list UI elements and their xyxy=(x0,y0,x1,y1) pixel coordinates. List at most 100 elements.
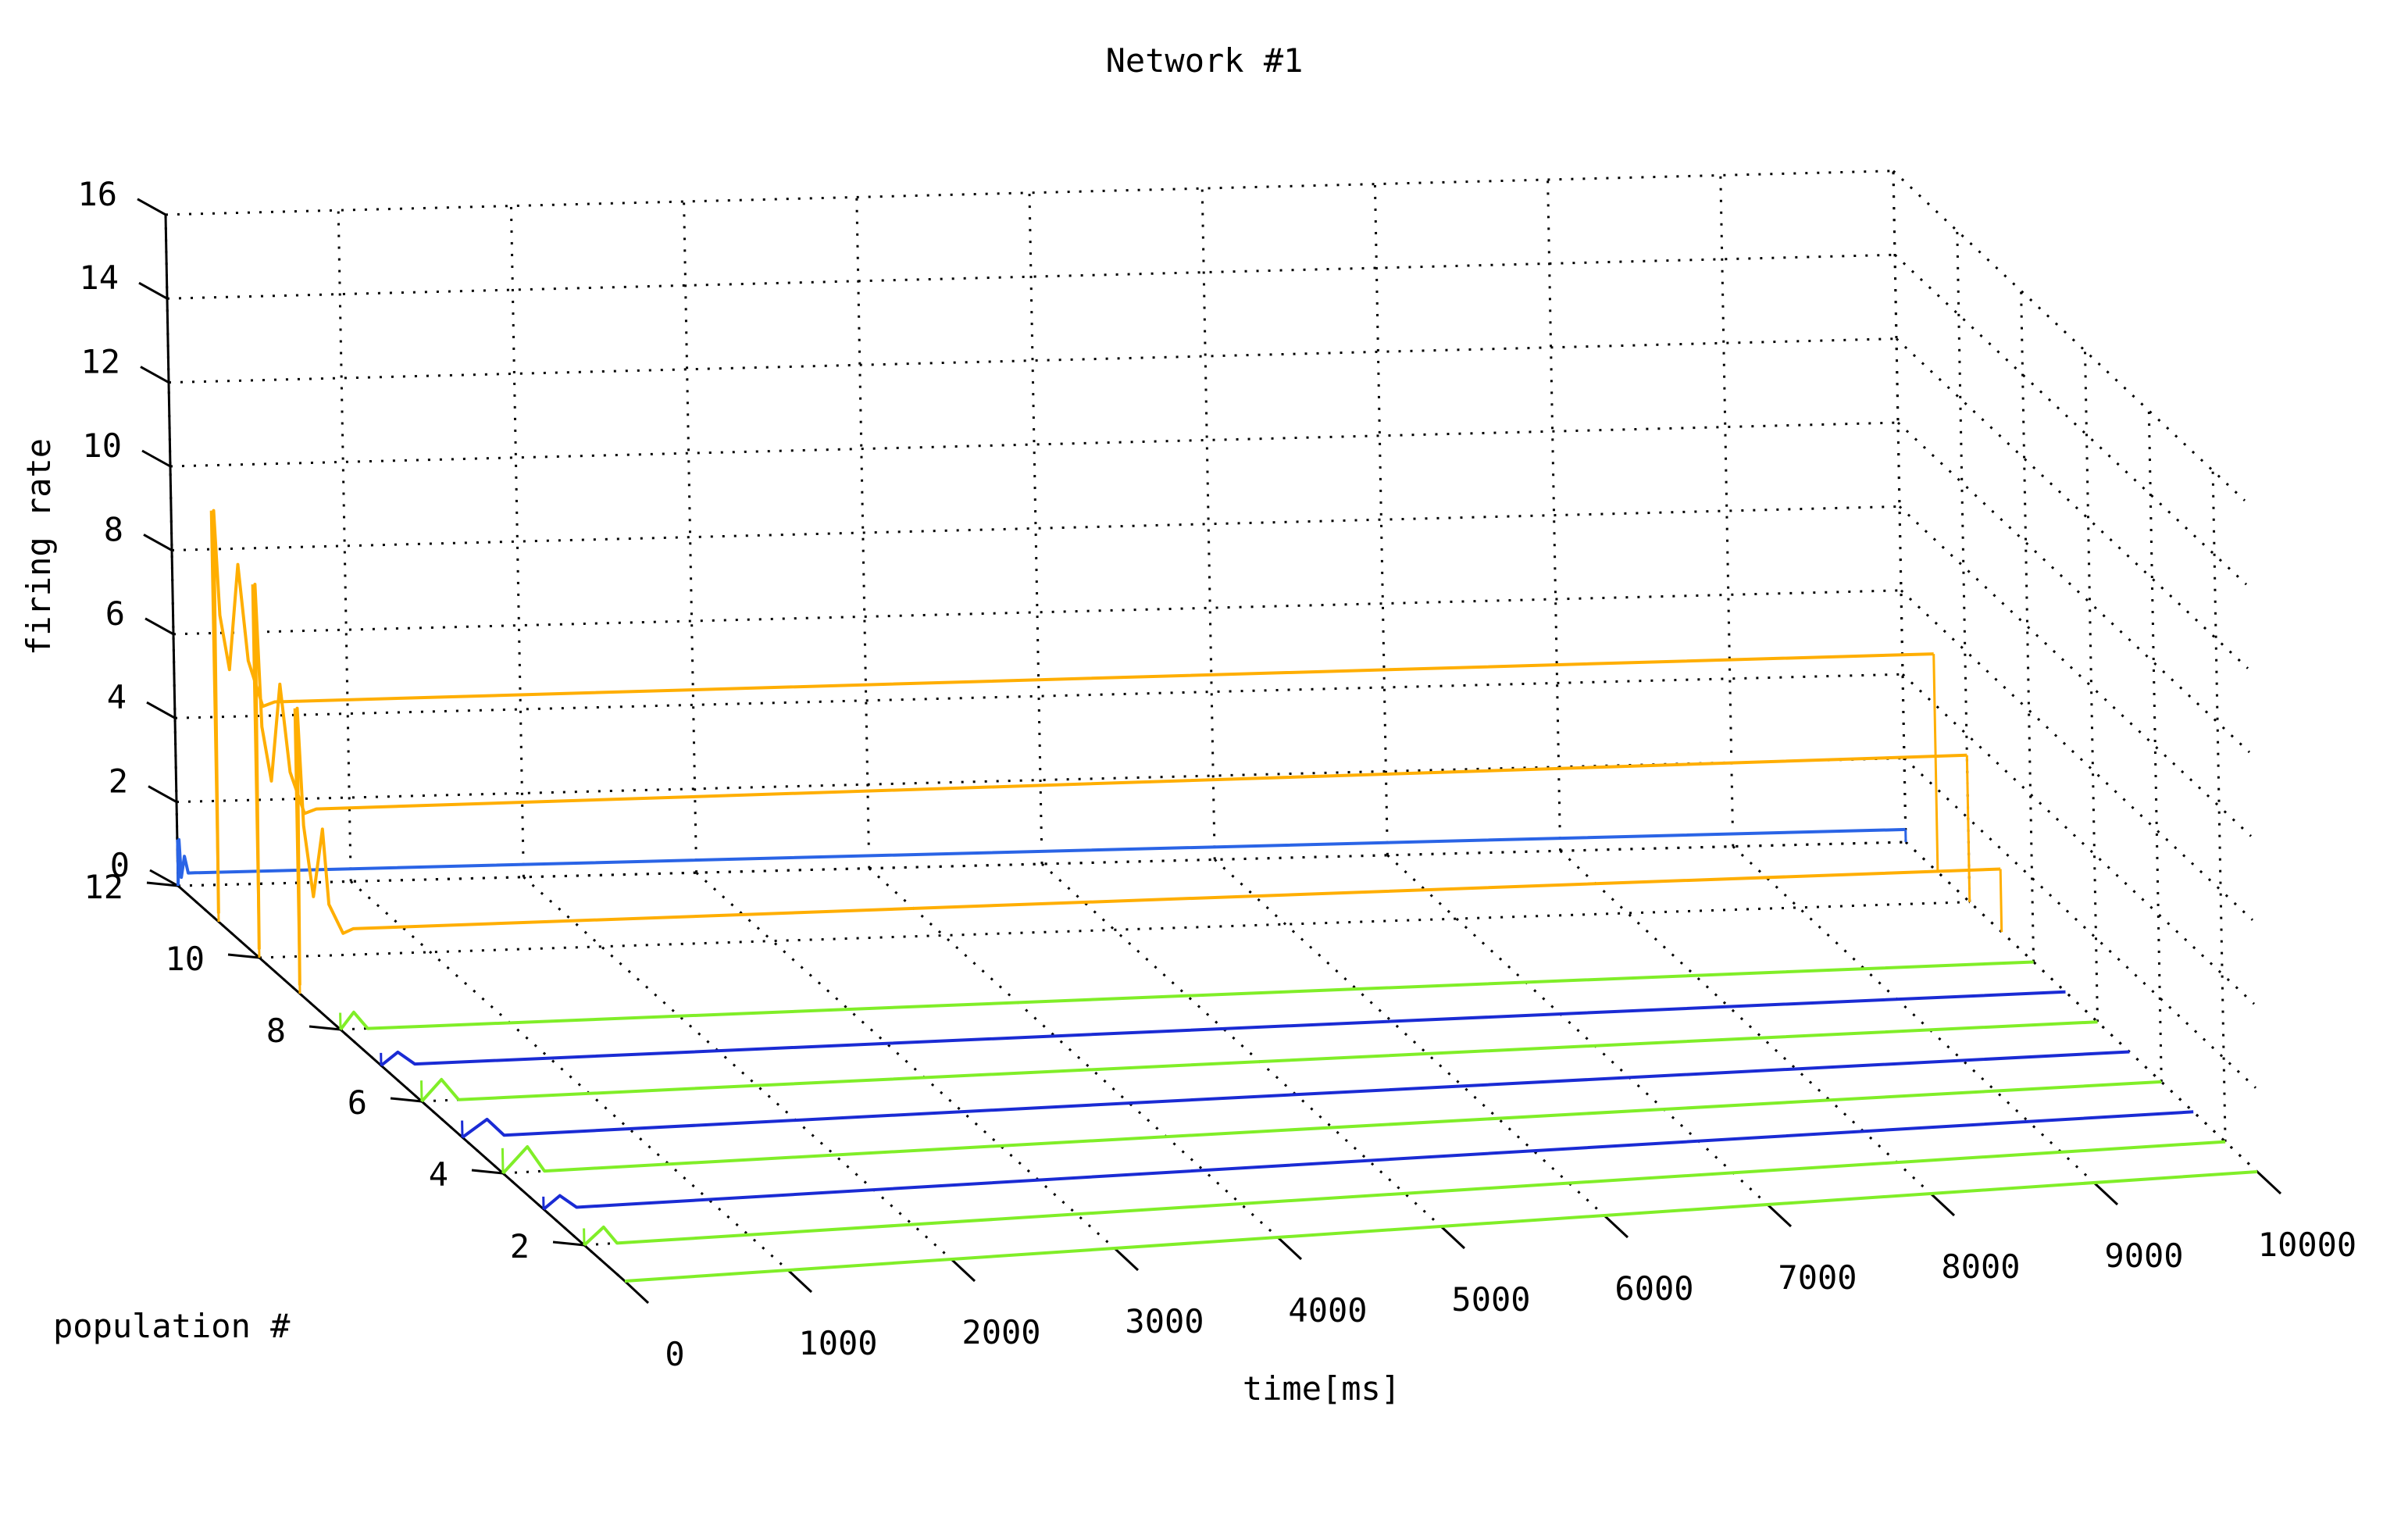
grid-line xyxy=(683,201,698,873)
grid-line xyxy=(1214,858,1606,1217)
x-tick-mark xyxy=(1603,1214,1629,1239)
series-line-pop-12 xyxy=(177,827,1906,887)
x-tick-mark xyxy=(950,1258,976,1283)
x-tick-label: 5000 xyxy=(1451,1280,1530,1319)
series-start-edge xyxy=(251,584,261,958)
grid-line xyxy=(1040,862,1443,1228)
x-tick-label: 7000 xyxy=(1778,1258,1857,1297)
grid-line xyxy=(1904,841,2259,1173)
series-line-pop-7 xyxy=(380,990,2066,1067)
y-axis-label: population # xyxy=(53,1307,291,1345)
tick-labels: 0 1000 2000 3000 4000 5000 6000 7000 8000 9000 100… xyxy=(77,175,2356,1373)
y-tick-mark xyxy=(309,1025,341,1031)
x-tick-mark xyxy=(1929,1192,1956,1217)
y-tick-mark xyxy=(146,881,179,887)
grid-line xyxy=(1386,854,1769,1206)
series-start-edge xyxy=(176,839,180,887)
y-tick-mark xyxy=(552,1240,585,1247)
grid-line xyxy=(1373,184,1389,855)
grid xyxy=(164,170,2259,1283)
x-tick-mark xyxy=(2092,1181,2119,1206)
grid-line xyxy=(259,901,1970,959)
series-line-pop-5 xyxy=(461,1050,2130,1139)
z-tick-label: 8 xyxy=(104,510,123,548)
grid-line xyxy=(168,337,1897,384)
x-tick-mark xyxy=(2256,1170,2282,1195)
series-start-edge xyxy=(420,1080,423,1102)
grid-line xyxy=(1898,505,2253,837)
z-tick-label: 16 xyxy=(77,175,117,213)
z-tick-mark xyxy=(143,534,173,551)
x-axis-label: time[ms] xyxy=(1243,1369,1400,1408)
grid-line xyxy=(2020,291,2035,962)
grid-line xyxy=(695,872,1116,1250)
z-tick-mark xyxy=(144,617,174,636)
x-tick-label: 1000 xyxy=(798,1324,877,1362)
x-tick-label: 2000 xyxy=(961,1313,1040,1351)
grid-line xyxy=(1895,337,2249,669)
z-tick-mark xyxy=(137,198,166,216)
grid-line xyxy=(1896,421,2251,754)
series-end-edge xyxy=(1932,654,1939,873)
series-start-edge xyxy=(209,510,220,923)
x-tick-label: 8000 xyxy=(1941,1248,2020,1286)
series-start-edge xyxy=(293,708,301,994)
series-line-pop-10 xyxy=(253,583,1967,950)
y-tick-label: 6 xyxy=(348,1083,367,1122)
grid-line xyxy=(1732,845,2096,1184)
grid-line xyxy=(350,880,789,1272)
grid-line xyxy=(523,876,952,1261)
y-axis-line xyxy=(177,884,626,1283)
x-tick-label: 10000 xyxy=(2258,1226,2356,1264)
x-tick-label: 3000 xyxy=(1125,1302,1204,1340)
z-tick-label: 4 xyxy=(107,678,127,716)
grid-line xyxy=(1892,170,2246,502)
x-tick-label: 4000 xyxy=(1288,1291,1367,1330)
y-tick-label: 2 xyxy=(510,1227,530,1265)
z-tick-label: 10 xyxy=(82,427,122,465)
series-line-pop-11 xyxy=(212,509,1934,914)
grid-line xyxy=(1901,673,2256,1005)
x-tick-label: 9000 xyxy=(2104,1237,2183,1275)
z-tick-mark xyxy=(149,869,179,887)
series-start-edge xyxy=(501,1148,505,1174)
x-tick-label: 6000 xyxy=(1614,1269,1693,1308)
chart-title: Network #1 xyxy=(1106,41,1304,80)
grid-line xyxy=(1559,850,1932,1195)
y-tick-label: 8 xyxy=(266,1012,286,1050)
x-tick-label: 0 xyxy=(665,1335,684,1373)
z-tick-label: 12 xyxy=(80,343,120,381)
y-tick-mark xyxy=(390,1097,423,1103)
y-tick-mark xyxy=(471,1169,504,1175)
z-tick-label: 0 xyxy=(110,846,130,884)
z-tick-mark xyxy=(148,785,177,803)
series-end-edge xyxy=(1999,869,2003,933)
x-tick-mark xyxy=(623,1280,650,1305)
y-tick-label: 10 xyxy=(165,940,205,978)
series-line-pop-4 xyxy=(501,1080,2162,1175)
z-tick-label: 2 xyxy=(109,762,128,801)
x-tick-mark xyxy=(787,1269,813,1294)
x-tick-mark xyxy=(1113,1247,1140,1272)
y-tick-mark xyxy=(227,953,260,959)
series-line-pop-9 xyxy=(295,706,2001,986)
series-line-pop-3 xyxy=(542,1110,2194,1211)
grid-line xyxy=(2147,410,2163,1082)
grid-line xyxy=(868,867,1279,1239)
axes xyxy=(137,198,2282,1305)
z-tick-label: 6 xyxy=(105,594,125,633)
grid-line xyxy=(165,170,1894,216)
z-tick-mark xyxy=(140,366,169,384)
grid-line xyxy=(171,505,1900,551)
z-axis-label: firing rate xyxy=(20,438,58,655)
series-end-edge xyxy=(1965,755,1971,902)
grid-line xyxy=(2211,470,2227,1142)
y-tick-label: 12 xyxy=(84,868,123,906)
grid-line xyxy=(1893,254,2248,586)
x-tick-mark xyxy=(1439,1225,1466,1250)
series-line-pop-8 xyxy=(339,960,2034,1031)
z-tick-mark xyxy=(141,449,171,468)
z-tick-mark xyxy=(146,701,176,719)
z-tick-label: 14 xyxy=(79,259,119,297)
